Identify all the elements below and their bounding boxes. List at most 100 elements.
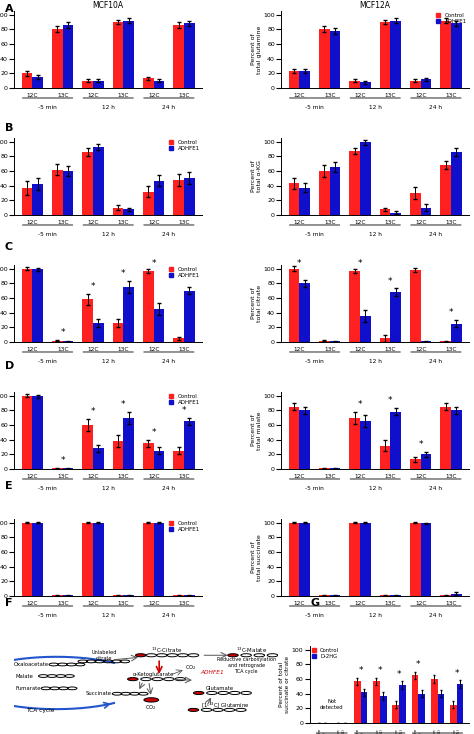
Bar <box>22 396 32 469</box>
Bar <box>184 23 195 88</box>
Bar <box>184 421 195 469</box>
Text: *: * <box>358 666 363 675</box>
Legend: Control, ADHFE1: Control, ADHFE1 <box>435 12 468 25</box>
Bar <box>143 443 154 469</box>
Text: *: * <box>416 661 420 669</box>
Legend: Control, ADHFE1: Control, ADHFE1 <box>168 266 201 280</box>
Text: Succinate: Succinate <box>86 691 111 697</box>
Bar <box>349 81 360 88</box>
Text: *: * <box>449 308 453 317</box>
Text: 12 h: 12 h <box>102 359 115 364</box>
Bar <box>399 685 406 723</box>
Text: 24 h: 24 h <box>163 232 175 237</box>
Bar <box>289 523 300 596</box>
Bar <box>143 271 154 342</box>
Bar <box>360 523 371 596</box>
Bar <box>431 679 438 723</box>
Text: ADHFE1: ADHFE1 <box>200 670 224 675</box>
Text: *: * <box>182 406 186 415</box>
Bar <box>319 29 330 88</box>
Bar <box>143 192 154 215</box>
Bar <box>349 418 360 469</box>
Y-axis label: Percent of
total succinate: Percent of total succinate <box>251 534 262 581</box>
Bar <box>349 271 360 342</box>
Bar <box>440 21 451 88</box>
Text: F: F <box>5 598 12 608</box>
Bar <box>82 425 93 469</box>
Title: MCF12A: MCF12A <box>360 1 391 10</box>
Title: MCF10A: MCF10A <box>93 1 124 10</box>
Bar <box>173 25 184 88</box>
Text: *: * <box>91 407 95 416</box>
Bar <box>123 418 134 469</box>
Text: *: * <box>297 259 301 268</box>
Bar <box>173 451 184 469</box>
Bar <box>52 29 63 88</box>
Text: -5 min: -5 min <box>305 105 324 110</box>
Text: *: * <box>121 269 126 278</box>
Bar <box>451 410 462 469</box>
Circle shape <box>193 691 204 694</box>
Bar <box>32 269 43 342</box>
Bar <box>52 170 63 215</box>
Text: -5 min: -5 min <box>305 359 324 364</box>
Text: 24 h: 24 h <box>429 359 442 364</box>
Text: -5 min: -5 min <box>38 486 57 491</box>
Text: *: * <box>388 396 392 405</box>
Bar <box>391 412 401 469</box>
Bar <box>32 77 43 88</box>
Bar <box>440 165 451 215</box>
Bar <box>32 523 43 596</box>
Bar <box>349 151 360 215</box>
Bar <box>360 316 371 342</box>
Bar <box>392 705 399 723</box>
Bar <box>63 171 73 215</box>
Bar <box>154 523 164 596</box>
Text: -5 min: -5 min <box>38 359 57 364</box>
Bar <box>184 291 195 342</box>
Text: CO$_2$: CO$_2$ <box>146 703 157 712</box>
Circle shape <box>128 677 138 680</box>
Text: [1-$^{13}$C] Glutamine: [1-$^{13}$C] Glutamine <box>201 700 249 710</box>
Bar <box>113 323 123 342</box>
Text: 12 h: 12 h <box>369 105 382 110</box>
Text: *: * <box>419 440 423 449</box>
Text: 24 h: 24 h <box>429 486 442 491</box>
Text: B: B <box>5 123 13 133</box>
Text: 24 h: 24 h <box>163 359 175 364</box>
Text: 24 h: 24 h <box>429 613 442 618</box>
Text: Glutamate: Glutamate <box>206 686 234 691</box>
Bar <box>418 694 425 723</box>
Bar <box>300 283 310 342</box>
Bar <box>457 684 464 723</box>
Text: 12 h: 12 h <box>369 613 382 618</box>
Bar <box>52 341 63 342</box>
Bar <box>421 208 431 215</box>
Text: *: * <box>61 456 65 465</box>
Text: $^{13}$C-Malate: $^{13}$C-Malate <box>236 645 267 655</box>
Bar <box>173 338 184 342</box>
Text: *: * <box>358 259 362 268</box>
Text: *: * <box>455 669 459 678</box>
Text: G: G <box>310 598 319 608</box>
Bar <box>349 523 360 596</box>
Text: *: * <box>152 428 156 437</box>
Bar <box>289 184 300 215</box>
Text: *: * <box>121 400 126 409</box>
Text: D: D <box>5 361 14 371</box>
Text: -5 min: -5 min <box>38 232 57 237</box>
Bar <box>113 208 123 215</box>
Bar <box>289 407 300 469</box>
Bar <box>123 21 134 88</box>
Bar <box>319 171 330 215</box>
Text: -5 min: -5 min <box>305 232 324 237</box>
Text: -5 min: -5 min <box>38 613 57 618</box>
Text: 24 h: 24 h <box>163 105 175 110</box>
Circle shape <box>188 708 199 711</box>
Bar <box>360 421 371 469</box>
Y-axis label: Percent of
total citrate: Percent of total citrate <box>251 285 262 322</box>
Bar <box>438 694 444 723</box>
Bar <box>380 446 391 469</box>
Text: 24 h: 24 h <box>163 613 175 618</box>
Text: 12 h: 12 h <box>102 613 115 618</box>
